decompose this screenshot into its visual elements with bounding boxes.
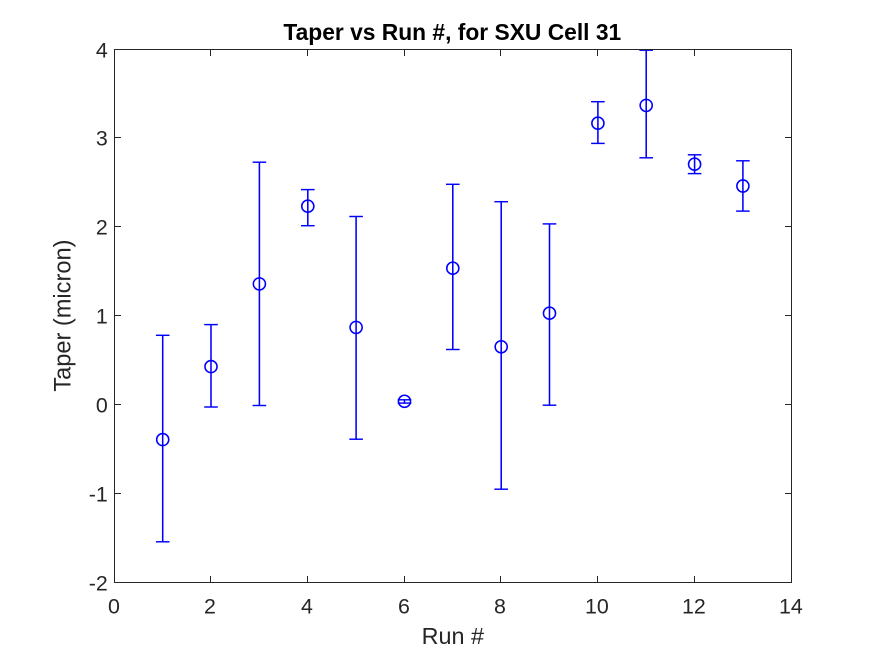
svg-text:0: 0	[96, 393, 108, 417]
svg-text:6: 6	[398, 595, 410, 619]
svg-text:2: 2	[96, 215, 108, 239]
svg-text:-2: -2	[89, 571, 108, 595]
svg-text:4: 4	[301, 595, 313, 619]
svg-text:3: 3	[96, 126, 108, 150]
svg-text:8: 8	[494, 595, 506, 619]
svg-text:10: 10	[585, 595, 609, 619]
svg-text:2: 2	[204, 595, 216, 619]
svg-text:14: 14	[779, 595, 803, 619]
svg-text:12: 12	[682, 595, 706, 619]
svg-text:4: 4	[96, 38, 108, 62]
svg-text:-1: -1	[89, 482, 108, 506]
svg-text:Run #: Run #	[422, 623, 484, 649]
svg-text:Taper vs Run #, for SXU Cell 3: Taper vs Run #, for SXU Cell 31	[283, 19, 621, 45]
svg-text:Taper (micron): Taper (micron)	[50, 240, 76, 392]
svg-text:1: 1	[96, 304, 108, 328]
svg-text:0: 0	[108, 595, 120, 619]
